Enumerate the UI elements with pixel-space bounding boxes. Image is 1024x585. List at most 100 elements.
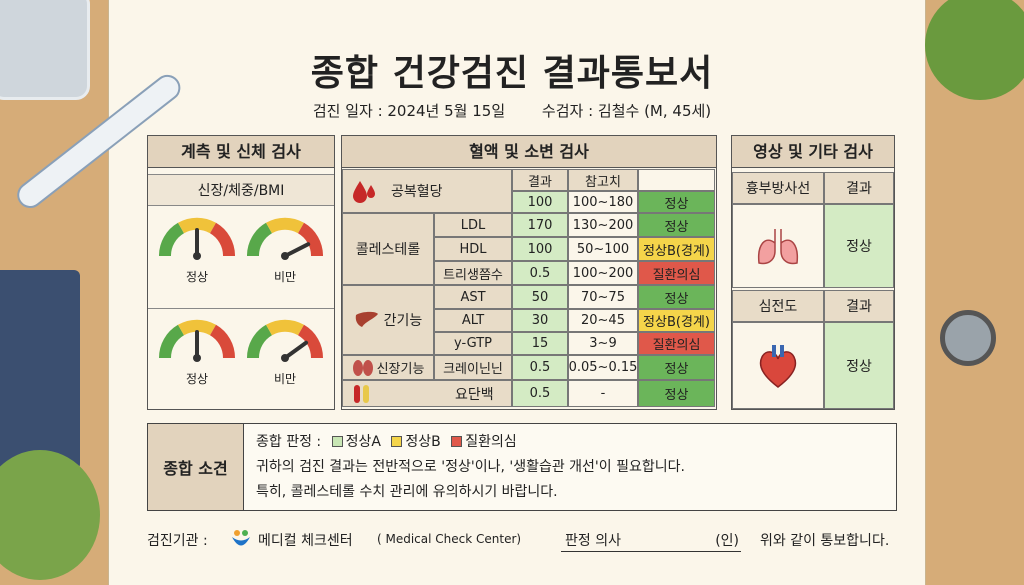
result-header: 결과 <box>512 169 568 191</box>
blood-drop-icon <box>353 181 375 203</box>
summary-line-1: 귀하의 검진 결과는 전반적으로 '정상'이나, '생활습관 개선'이 필요합니… <box>256 459 685 475</box>
legend-swatch-a <box>331 436 343 447</box>
reference-range: 130~200 <box>568 213 638 237</box>
reference-header: 참고치 <box>568 169 638 191</box>
legend-item: 질환의심 <box>465 434 517 450</box>
xray-result: 정상 <box>824 204 894 288</box>
test-item-name: 트리생쯤수 <box>434 261 512 285</box>
xray-label: 흉부방사선 <box>732 172 824 204</box>
legend-swatch-c <box>451 436 463 447</box>
patient-info: 수검자 : 김철수 (M, 45세) <box>541 102 712 120</box>
status-badge: 정상 <box>638 285 715 309</box>
gauge-needle <box>283 242 311 258</box>
gauge-dial <box>158 217 236 260</box>
ecg-result-header: 결과 <box>824 290 894 322</box>
group-kidney: 신장기능 <box>342 355 434 380</box>
summary-label: 종합 소견 <box>148 424 244 510</box>
test-result: 15 <box>512 332 568 355</box>
institution-logo-icon <box>230 528 252 554</box>
reference-range: 3~9 <box>568 332 638 355</box>
imaging-panel: 영상 및 기타 검사 흉부방사선 결과 정상 심전도 결과 정상 <box>731 135 895 410</box>
test-result: 170 <box>512 213 568 237</box>
test-result: 0.5 <box>512 261 568 285</box>
reference-range: 0.05~0.15 <box>568 355 638 380</box>
group-cholesterol: 콜레스테롤 <box>342 213 434 285</box>
status-header <box>638 169 715 191</box>
status-badge: 질환의심 <box>638 261 715 285</box>
reference-range: 70~75 <box>568 285 638 309</box>
test-item-name: ALT <box>434 309 512 332</box>
status-badge: 질환의심 <box>638 332 715 355</box>
ecg-label: 심전도 <box>732 290 824 322</box>
gauge-needle <box>283 340 309 360</box>
test-result: 0.5 <box>512 380 568 407</box>
closing-text: 위와 같이 통보합니다. <box>760 533 890 549</box>
bmi-gauge: 정상 <box>156 316 238 387</box>
panel-header: 계측 및 신체 검사 <box>148 136 334 168</box>
bmi-gauge: 비만 <box>244 214 326 285</box>
institution-name: 메디컬 체크센터 <box>258 533 353 549</box>
status-badge: 정상B(경계) <box>638 237 715 261</box>
report-info: 검진 일자 : 2024년 5월 15일 수검자 : 김철수 (M, 45세) <box>0 100 1024 121</box>
reference-range: 20~45 <box>568 309 638 332</box>
legend-item: 정상B <box>405 434 441 450</box>
plant-pot <box>0 450 100 580</box>
gauge-label: 비만 <box>273 372 297 386</box>
legend-swatch-b <box>391 436 403 447</box>
test-item-name: AST <box>434 285 512 309</box>
group-fasting-glucose: 공복혈당 <box>342 169 512 213</box>
status-badge: 정상 <box>638 380 715 407</box>
test-item-name: y-GTP <box>434 332 512 355</box>
status-badge: 정상 <box>638 213 715 237</box>
legend-title: 종합 판정 : <box>256 434 322 450</box>
test-item-name: LDL <box>434 213 512 237</box>
book <box>0 270 80 470</box>
liver-icon <box>355 311 378 327</box>
group-label: 공복혈당 <box>391 184 443 200</box>
test-result: 0.5 <box>512 355 568 380</box>
body-measurement-panel: 계측 및 신체 검사 신장/체중/BMI 정상 비만 정상 <box>147 135 335 410</box>
summary-line-2: 특히, 콜레스테롤 수치 관리에 유의하시기 바랍니다. <box>256 484 558 500</box>
doctor-label: 판정 의사 <box>565 533 621 549</box>
bmi-gauge: 정상 <box>156 214 238 285</box>
bmi-gauge: 비만 <box>244 316 326 387</box>
test-item-name: 요단백 <box>455 386 494 403</box>
group-liver: 간기능 <box>342 285 434 355</box>
test-tube-icon <box>354 384 369 403</box>
plant-pot <box>925 0 1024 100</box>
reference-range: 50~100 <box>568 237 638 261</box>
group-label: 신장기능 <box>376 362 425 377</box>
blood-urine-panel: 혈액 및 소변 검사 결과 참고치 100 100~180 정상 LDL 170 130~20… <box>341 135 717 410</box>
kidney-icon <box>352 359 373 376</box>
seal: (인) <box>715 533 739 549</box>
status-badge: 정상B(경계) <box>638 309 715 332</box>
gauge-dial <box>246 319 324 362</box>
reference-range: 100~200 <box>568 261 638 285</box>
exam-date: 검진 일자 : 2024년 5월 15일 <box>312 102 506 120</box>
reference-range: - <box>568 380 638 407</box>
scale-device <box>0 0 90 100</box>
page-title: 종합 건강검진 결과통보서 <box>310 53 714 94</box>
gauge-label: 정상 <box>185 372 209 386</box>
panel-header: 혈액 및 소변 검사 <box>342 136 716 168</box>
gauge-dial <box>158 319 236 362</box>
group-label: 간기능 <box>383 313 423 329</box>
doctor-signature-line: 판정 의사 (인) <box>561 530 741 552</box>
reference-range: 100~180 <box>568 191 638 213</box>
ecg-result: 정상 <box>824 322 894 409</box>
test-item-name: HDL <box>434 237 512 261</box>
gauge-label: 비만 <box>273 270 297 284</box>
test-item-name: 크레이닌닌 <box>434 355 512 380</box>
bmi-subheader: 신장/체중/BMI <box>148 174 334 206</box>
institution-label: 검진기관 : <box>147 533 208 549</box>
test-result: 100 <box>512 191 568 213</box>
group-urine: 요단백 <box>342 380 512 407</box>
status-badge: 정상 <box>638 355 715 380</box>
legend-item: 정상A <box>345 434 381 450</box>
xray-result-header: 결과 <box>824 172 894 204</box>
heart-icon <box>732 322 824 409</box>
stethoscope <box>940 310 996 366</box>
gauge-dial <box>246 217 324 260</box>
test-result: 30 <box>512 309 568 332</box>
institution-name-en: ( Medical Check Center) <box>377 532 522 546</box>
